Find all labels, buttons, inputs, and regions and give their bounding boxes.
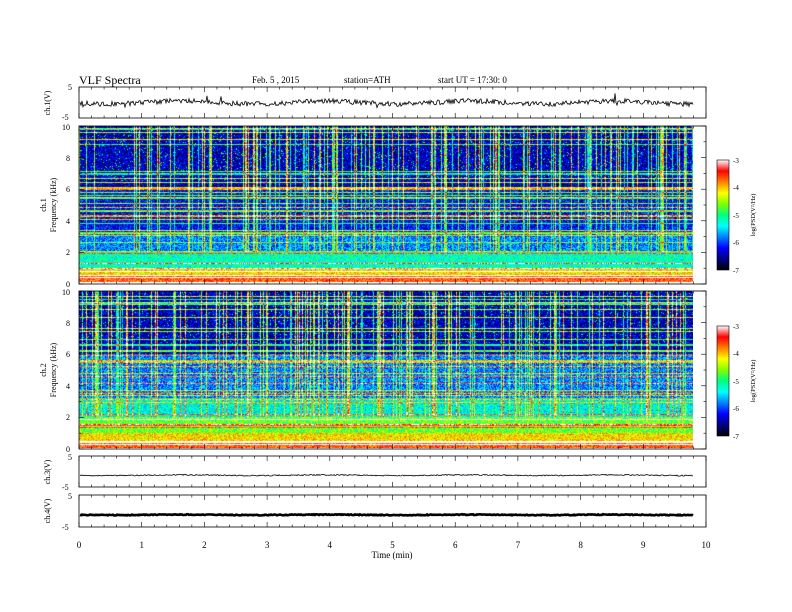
x-tick-6: 6 — [453, 540, 458, 550]
ch2-spec-ytick-8: 8 — [66, 319, 70, 328]
ch2-cbar-tick-m3: -3 — [733, 323, 739, 331]
ch1-cbar-tick-m3: -3 — [733, 157, 739, 165]
ch2-cbar-tick-m7: -7 — [733, 433, 739, 441]
ch1-ylabel: ch.1(V) — [43, 90, 52, 115]
x-axis: 0 1 2 3 4 5 6 7 8 9 10 Time (min) — [77, 540, 711, 560]
x-tick-2: 2 — [202, 540, 207, 550]
x-tick-3: 3 — [265, 540, 270, 550]
ch2-channel-label: ch.2 — [39, 363, 48, 377]
ch1-spec-ytick-0: 0 — [66, 280, 70, 289]
ch1-cbar-label: log(PSD(V²/Hz) — [750, 194, 757, 237]
figure-title: VLF Spectra — [79, 73, 141, 87]
ch1-spectrogram-panel: 0 2 4 6 8 10 ch.1 Frequency (kHz) -3 -4 … — [39, 123, 757, 289]
x-tick-0: 0 — [77, 540, 82, 550]
ch2-spec-ytick-marks — [79, 290, 706, 450]
x-tick-10: 10 — [702, 540, 712, 550]
ch1-spectrogram-image — [79, 126, 693, 283]
ch1-cbar-tick-m4: -4 — [733, 184, 739, 192]
ch1-channel-label: ch.1 — [39, 198, 48, 212]
ch2-spec-ylabel: Frequency (kHz) — [49, 342, 58, 397]
ch1-spec-ytick-2: 2 — [66, 248, 70, 257]
ch2-cbar-tick-m5: -5 — [733, 378, 739, 386]
ch3-ylabel: ch.3(V) — [43, 459, 52, 484]
ch1-trace — [79, 93, 694, 109]
ch3-ytick-top: 5 — [68, 453, 72, 462]
x-tick-8: 8 — [578, 540, 583, 550]
ch1-waveform-panel: 5 -5 ch.1(V) — [43, 83, 707, 122]
x-tick-7: 7 — [516, 540, 521, 550]
ch1-ytick-bottom: -5 — [62, 113, 69, 122]
x-tick-4: 4 — [328, 540, 333, 550]
ch1-cbar-tick-m6: -6 — [733, 239, 739, 247]
ch4-trace — [79, 512, 694, 517]
ch1-spec-ytick-10: 10 — [62, 123, 70, 132]
x-tick-9: 9 — [641, 540, 646, 550]
ch3-trace — [79, 473, 694, 477]
ch2-spectrogram-image — [79, 291, 693, 448]
ch1-spec-ytick-marks — [79, 125, 706, 285]
ch4-ylabel: ch.4(V) — [43, 498, 52, 523]
ch1-cbar-tick-m7: -7 — [733, 267, 739, 275]
ch2-spec-ytick-2: 2 — [66, 413, 70, 422]
start-time-label: start UT = 17:30: 0 — [438, 75, 507, 85]
x-tick-marks — [78, 87, 707, 527]
ch2-spec-ytick-10: 10 — [62, 288, 70, 297]
ch1-cbar-tick-m5: -5 — [733, 212, 739, 220]
ch4-ytick-top: 5 — [68, 492, 72, 501]
ch2-spec-ytick-6: 6 — [66, 350, 70, 359]
ch2-spec-ytick-0: 0 — [66, 445, 70, 454]
ch2-colorbar — [716, 325, 730, 437]
ch2-spec-ytick-4: 4 — [66, 382, 70, 391]
ch3-waveform-panel: 5 -5 ch.3(V) — [43, 453, 707, 492]
ch4-waveform-panel: 5 -5 ch.4(V) — [43, 492, 707, 532]
date-label: Feb. 5 , 2015 — [252, 75, 300, 85]
station-label: station=ATH — [344, 75, 391, 85]
ch1-spec-ytick-8: 8 — [66, 154, 70, 163]
ch1-spec-ytick-6: 6 — [66, 185, 70, 194]
ch2-cbar-tick-m6: -6 — [733, 405, 739, 413]
ch1-colorbar — [716, 159, 730, 271]
ch4-ytick-bottom: -5 — [62, 523, 69, 532]
x-axis-label: Time (min) — [372, 550, 413, 560]
x-tick-1: 1 — [139, 540, 144, 550]
ch1-spec-ylabel: Frequency (kHz) — [49, 177, 58, 232]
ch1-ytick-top: 5 — [68, 83, 72, 92]
ch2-cbar-label: log(PSD(V²/Hz) — [750, 360, 757, 403]
ch2-cbar-tick-m4: -4 — [733, 350, 739, 358]
ch1-spec-ytick-4: 4 — [66, 217, 70, 226]
x-tick-5: 5 — [390, 540, 395, 550]
ch2-spectrogram-panel: 0 2 4 6 8 10 ch.2 Frequency (kHz) -3 -4 … — [39, 288, 757, 454]
ch3-ytick-bottom: -5 — [62, 483, 69, 492]
